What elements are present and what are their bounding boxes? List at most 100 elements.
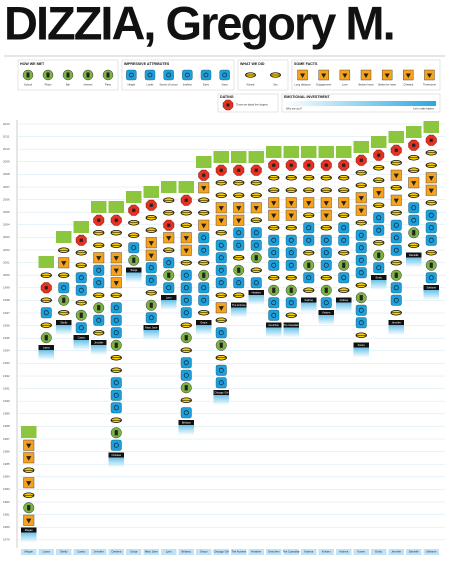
glyph	[113, 281, 119, 286]
start-bar	[248, 151, 264, 163]
glyph	[376, 265, 382, 271]
glyph	[428, 212, 434, 218]
icon-attr	[180, 357, 192, 369]
start-bar	[178, 181, 194, 193]
icon-attr	[268, 259, 280, 271]
icon-attr	[110, 302, 122, 314]
glyph	[106, 72, 110, 78]
column-name: Sonja	[130, 268, 137, 272]
legend-label: Kissed	[247, 83, 255, 87]
icon-attr	[215, 239, 227, 251]
glyph	[288, 250, 294, 256]
year-label: 2001	[3, 260, 10, 264]
glyph	[271, 201, 277, 206]
icon-attr	[320, 247, 332, 259]
glyph	[46, 72, 50, 78]
legend-label: Love	[342, 83, 348, 87]
glyph	[358, 245, 364, 251]
glyph	[321, 73, 327, 78]
glyph	[306, 275, 312, 281]
bottom-name: Emily	[375, 550, 382, 554]
glyph	[288, 237, 294, 243]
glyph	[96, 267, 102, 273]
icon-attr	[355, 229, 367, 241]
name-box	[283, 322, 299, 328]
icon-attr	[180, 307, 192, 319]
investment-fade	[178, 425, 194, 435]
bottom-name: Karen	[358, 550, 366, 554]
icon-attr	[198, 282, 210, 294]
start-bar	[196, 156, 212, 168]
icon-attr	[425, 209, 437, 221]
glyph	[393, 235, 399, 241]
icon-attr	[355, 267, 367, 279]
glyph	[341, 275, 347, 281]
investment-fade	[248, 295, 264, 305]
glyph	[393, 222, 399, 228]
icon-attr	[180, 282, 192, 294]
start-bar	[231, 151, 247, 163]
column-name: Gretchen	[268, 323, 279, 327]
glyph	[218, 218, 224, 224]
icon-attr	[303, 222, 315, 234]
glyph	[272, 287, 276, 293]
glyph	[377, 252, 381, 258]
glyph	[183, 272, 189, 278]
glyph	[411, 205, 417, 211]
bottom-name-box	[38, 549, 54, 555]
legend-title: WHAT WE DID	[240, 62, 265, 66]
bottom-name-box	[318, 549, 334, 555]
glyph	[148, 253, 154, 259]
glyph	[201, 235, 207, 241]
year-label: 1988	[3, 424, 10, 428]
icon-attr	[163, 257, 175, 269]
glyph	[219, 168, 223, 172]
glyph	[183, 372, 189, 378]
bottom-name: The Canadian	[282, 550, 300, 554]
legend-label: Eyes	[203, 83, 209, 87]
glyph	[27, 505, 31, 511]
year-label: 2005	[3, 210, 10, 214]
year-label: 1983	[3, 487, 10, 491]
glyph	[324, 287, 328, 293]
icon-attr	[338, 272, 350, 284]
name-box	[21, 527, 37, 533]
column-name: Karen	[358, 343, 365, 347]
start-bar	[371, 136, 387, 148]
icon-attr	[268, 309, 280, 321]
glyph	[323, 201, 329, 206]
icon-attr	[320, 297, 332, 309]
glyph	[113, 317, 119, 323]
glyph	[114, 342, 118, 348]
icon-attr	[75, 284, 87, 296]
year-label: 2010	[3, 147, 10, 151]
icon-attr	[373, 224, 385, 236]
title: DIZZIA, Gregory M.	[4, 0, 394, 49]
icon-attr	[373, 262, 385, 274]
glyph	[236, 206, 242, 211]
icon-attr	[355, 254, 367, 266]
bottom-name-box	[108, 549, 124, 555]
investment-fade	[91, 345, 107, 355]
column-name: Jennifer	[94, 340, 103, 344]
legend-label: Sense of humor	[160, 83, 178, 87]
name-box	[91, 340, 107, 345]
bottom-name: Chicago Girl	[214, 550, 230, 554]
legend-label: Long distance	[294, 83, 311, 87]
icon-attr	[425, 222, 437, 234]
year-label: 1984	[3, 475, 10, 479]
icon-attr	[144, 69, 156, 81]
name-box	[266, 322, 282, 328]
glyph	[79, 238, 83, 242]
bottom-name: Laura	[43, 550, 51, 554]
glyph	[78, 325, 84, 331]
glyph	[429, 262, 433, 268]
glyph	[394, 148, 398, 152]
glyph	[183, 310, 189, 316]
legend-title: IMPRESSIVE ATTRIBUTES	[124, 62, 170, 66]
glyph	[96, 317, 102, 323]
bottom-name-box	[231, 549, 247, 555]
start-bar	[38, 256, 54, 268]
glyph	[218, 206, 224, 211]
icon-attr	[250, 277, 262, 289]
